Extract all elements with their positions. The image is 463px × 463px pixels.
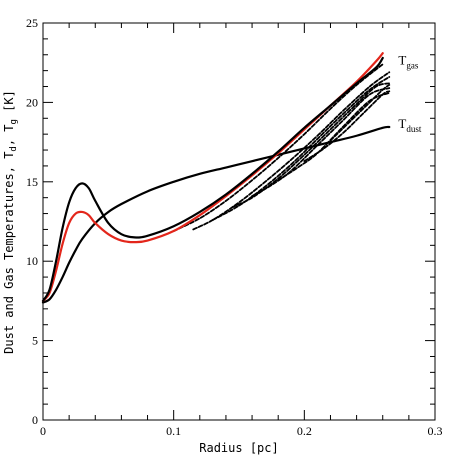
y-axis-label-sub1: d <box>9 146 19 151</box>
annotation-tgas-main: T <box>398 52 406 67</box>
y-tick-label: 25 <box>26 16 38 30</box>
x-tick-label: 0.2 <box>297 424 312 438</box>
y-axis-label-main: Dust and Gas Temperatures, T <box>2 152 16 354</box>
plot-frame <box>42 22 436 421</box>
series-line-gas-red <box>41 52 384 302</box>
annotation-tgas-sub: gas <box>406 60 418 70</box>
series-line-gas-outer <box>41 56 384 302</box>
x-axis-label: Radius [pc] <box>199 441 278 455</box>
y-axis-label-tail: [K] <box>2 90 16 119</box>
y-tick-label: 5 <box>32 334 38 348</box>
axes-layer: 0 0.1 0.2 0.3 0 5 10 15 20 25 <box>26 16 443 438</box>
series-line-gas-dash-7 <box>303 90 391 163</box>
y-axis-label: Dust and Gas Temperatures, Td, Tg [K] <box>2 90 19 354</box>
annotation-tdust-main: T <box>398 116 406 131</box>
series-line-gas-dash-5 <box>251 87 391 197</box>
y-axis-label-mid: , T <box>2 124 16 146</box>
series-line-gas-dash-1 <box>172 63 384 232</box>
y-tick-label: 15 <box>26 175 38 189</box>
y-tick-label: 0 <box>32 413 38 427</box>
labels-layer: Radius [pc] Dust and Gas Temperatures, T… <box>2 90 279 455</box>
series-line-gas-dash-4 <box>231 82 391 209</box>
x-tick-label: 0 <box>40 424 46 438</box>
y-axis-label-sub2: g <box>9 119 19 124</box>
plot-area <box>42 22 436 421</box>
annotation-tdust: Tdust <box>398 116 421 134</box>
y-tick-label: 10 <box>26 254 38 268</box>
series-line-gas-dash-8 <box>329 84 391 142</box>
x-tick-label: 0.3 <box>428 424 443 438</box>
annotation-tgas: Tgas <box>398 52 418 70</box>
y-tick-label: 20 <box>26 95 38 109</box>
annotation-tdust-sub: dust <box>406 124 422 134</box>
x-tick-label: 0.1 <box>166 424 181 438</box>
series-line-dust <box>41 125 391 304</box>
series-layer <box>41 52 391 304</box>
